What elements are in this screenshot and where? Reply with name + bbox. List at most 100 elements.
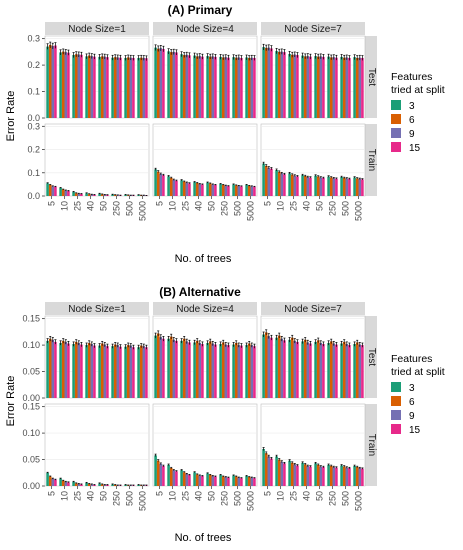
bar-mark: [237, 345, 241, 398]
bar-mark: [245, 184, 248, 196]
bar-mark: [67, 482, 70, 486]
legend-title-line1: Features: [391, 71, 432, 83]
bar-mark: [111, 484, 114, 486]
facet-col-label: Node Size=7: [284, 304, 342, 315]
bar-mark: [283, 340, 286, 398]
bar-mark: [208, 56, 212, 118]
y-tick-label: 0.2: [27, 145, 40, 155]
x-tick-label: 10: [276, 491, 286, 501]
bar-mark: [100, 343, 104, 398]
x-tick-label: 40: [302, 201, 312, 211]
bar-mark: [98, 56, 101, 118]
bar-mark: [270, 48, 273, 118]
bar-mark: [319, 177, 323, 196]
bar-mark: [139, 57, 143, 118]
bar-mark: [253, 57, 256, 118]
bar-mark: [188, 342, 191, 398]
bar-mark: [61, 51, 65, 118]
bar-mark: [185, 182, 189, 196]
bar-mark: [106, 57, 109, 118]
bar-mark: [290, 174, 294, 196]
x-tick-label: 5000: [354, 491, 364, 511]
facet-panel: [44, 123, 150, 197]
bar-mark: [48, 184, 52, 196]
bar-mark: [162, 175, 165, 196]
bar-mark: [175, 340, 178, 398]
facet-col-label: Node Size=4: [176, 304, 234, 315]
x-tick-label: 25: [73, 201, 83, 211]
bar-mark: [142, 57, 146, 118]
x-tick-label: 50: [315, 201, 325, 211]
bar-mark: [355, 342, 359, 398]
bar-mark: [64, 190, 68, 196]
facet-row-strip-bg: [365, 404, 377, 486]
legend-label: 6: [409, 115, 415, 126]
facet-row-label: Train: [366, 149, 377, 171]
legend-label: 6: [409, 397, 415, 408]
bar-mark: [145, 347, 148, 398]
bar-mark: [270, 168, 273, 196]
x-tick-label: 50: [315, 491, 325, 501]
bar-mark: [219, 344, 222, 398]
x-tick-label: 250: [328, 491, 338, 506]
bar-mark: [61, 340, 65, 398]
x-tick-label: 10: [168, 201, 178, 211]
bar-mark: [267, 47, 271, 118]
bar-mark: [169, 468, 173, 486]
bar-mark: [77, 483, 81, 486]
facet-row-strip-bg: [365, 316, 377, 398]
bar-mark: [198, 342, 202, 398]
y-tick-label: 0.1: [27, 87, 40, 97]
x-tick-label: 50: [207, 491, 217, 501]
legend-label: 9: [409, 129, 415, 140]
bar-mark: [288, 53, 291, 119]
bar-mark: [234, 185, 238, 196]
bar-mark: [59, 342, 62, 398]
bar-mark: [250, 477, 254, 486]
bar-mark: [353, 57, 356, 118]
bar-mark: [208, 341, 212, 398]
bar-mark: [277, 51, 281, 118]
bar-mark: [221, 342, 225, 398]
x-tick-label: 25: [181, 201, 191, 211]
bar-mark: [182, 472, 186, 486]
bar-mark: [296, 465, 299, 486]
bar-mark: [316, 56, 320, 118]
bar-mark: [162, 338, 165, 398]
bar-mark: [142, 346, 146, 398]
bar-mark: [353, 465, 356, 486]
bar-mark: [329, 341, 333, 398]
bar-mark: [46, 183, 49, 196]
bar-mark: [280, 461, 284, 486]
bar-mark: [270, 337, 273, 398]
x-tick-label: 50: [99, 201, 109, 211]
bar-mark: [106, 195, 109, 196]
y-tick-label: 0.3: [27, 34, 40, 44]
bar-mark: [175, 471, 178, 486]
bar-mark: [293, 175, 297, 196]
facet-strip-bg: [153, 22, 257, 35]
bar-mark: [67, 52, 70, 118]
legend-label: 3: [409, 101, 415, 112]
bar-mark: [154, 169, 157, 196]
bar-mark: [100, 194, 104, 196]
bar-mark: [103, 56, 107, 118]
bar-mark: [227, 57, 230, 118]
bar-mark: [253, 346, 256, 398]
bar-mark: [332, 178, 336, 196]
x-tick-label: 5000: [354, 201, 364, 221]
bar-mark: [206, 56, 209, 118]
bar-mark: [182, 338, 186, 398]
bar-mark: [113, 344, 117, 398]
bar-mark: [111, 346, 114, 398]
bar-mark: [195, 56, 199, 118]
x-tick-label: 5: [155, 491, 165, 496]
bar-mark: [306, 465, 310, 486]
bar-mark: [124, 57, 127, 118]
bar-mark: [139, 345, 143, 398]
bar-mark: [232, 475, 235, 486]
bar-mark: [156, 460, 160, 486]
bar-mark: [46, 472, 49, 486]
bar-mark: [301, 175, 304, 196]
